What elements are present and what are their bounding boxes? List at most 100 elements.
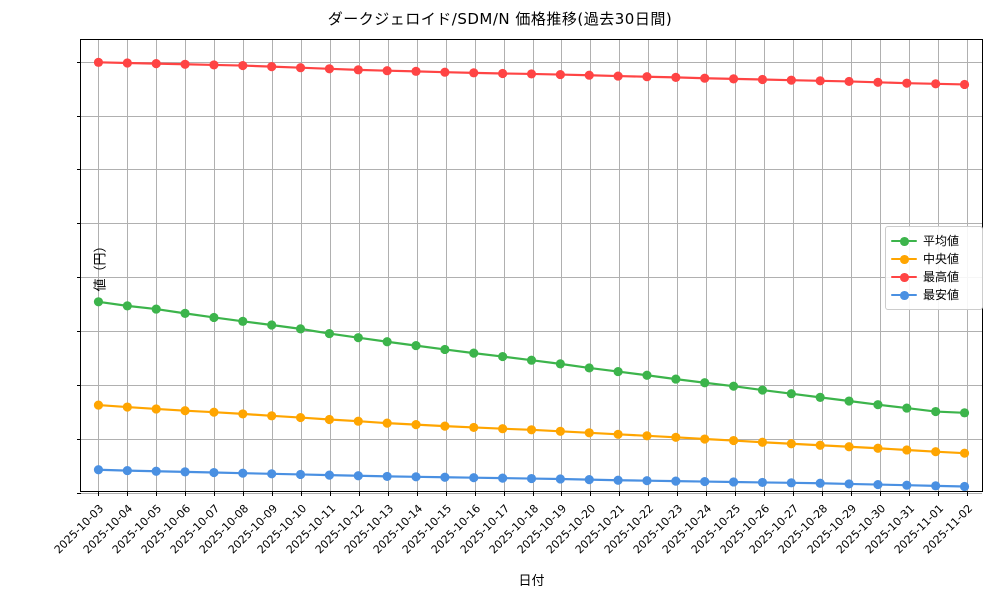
data-point xyxy=(555,474,565,484)
data-point xyxy=(93,465,104,475)
x-gridline xyxy=(561,40,563,491)
y-gridline xyxy=(81,223,982,225)
x-tick-mark xyxy=(532,491,534,496)
y-tick-mark xyxy=(76,277,81,279)
data-point xyxy=(613,475,623,485)
x-gridline xyxy=(792,40,794,491)
legend-item-最高値[interactable]: 最高値 xyxy=(891,268,976,286)
x-gridline xyxy=(706,40,708,491)
data-point xyxy=(440,67,450,77)
x-gridline xyxy=(445,40,447,491)
data-point xyxy=(815,478,825,488)
data-point xyxy=(642,431,652,441)
x-gridline xyxy=(243,40,245,491)
series-layer xyxy=(93,57,970,491)
x-tick-mark xyxy=(937,491,939,496)
data-point xyxy=(122,301,132,311)
y-tick-mark xyxy=(76,61,81,63)
data-point xyxy=(729,477,739,487)
data-point xyxy=(959,481,970,491)
x-tick-mark xyxy=(301,491,303,496)
x-tick-mark xyxy=(648,491,650,496)
x-gridline xyxy=(735,40,737,491)
data-point xyxy=(122,402,132,412)
x-gridline xyxy=(301,40,303,491)
x-tick-mark xyxy=(416,491,418,496)
y-gridline xyxy=(81,115,982,117)
data-point xyxy=(151,59,161,69)
data-point xyxy=(526,355,537,365)
x-tick-mark xyxy=(214,491,216,496)
legend-item-平均値[interactable]: 平均値 xyxy=(891,232,976,250)
data-point xyxy=(902,78,912,88)
data-point xyxy=(382,66,392,76)
x-gridline xyxy=(821,40,823,491)
x-tick-mark xyxy=(445,491,447,496)
data-point xyxy=(757,385,768,395)
data-point xyxy=(671,476,681,486)
data-point xyxy=(757,74,768,85)
x-axis-label: 日付 xyxy=(518,574,545,589)
data-point xyxy=(757,437,768,447)
data-point xyxy=(180,467,190,477)
x-tick-mark xyxy=(127,491,129,496)
x-tick-mark xyxy=(792,491,794,496)
data-point xyxy=(295,412,306,423)
data-point xyxy=(786,478,796,488)
y-gridline xyxy=(81,385,982,387)
data-point xyxy=(440,472,450,482)
data-point xyxy=(902,480,912,490)
data-point xyxy=(353,65,363,75)
data-point xyxy=(642,476,652,486)
x-gridline xyxy=(416,40,418,491)
data-point xyxy=(180,406,190,416)
data-point xyxy=(584,475,594,485)
data-point xyxy=(93,297,104,307)
data-point xyxy=(209,407,219,417)
chart-legend: 平均値 中央値最高値最安値 xyxy=(885,226,983,310)
x-gridline xyxy=(879,40,881,491)
data-point xyxy=(729,74,739,84)
data-point xyxy=(931,406,941,417)
x-gridline xyxy=(648,40,650,491)
data-point xyxy=(151,466,161,476)
data-point xyxy=(469,348,479,358)
series-最高値 xyxy=(93,57,970,90)
data-point xyxy=(700,378,710,388)
x-gridline xyxy=(358,40,360,491)
data-point xyxy=(873,77,883,87)
data-point xyxy=(959,448,970,458)
legend-item-中央値[interactable]: 中央値 xyxy=(891,250,976,268)
legend-label: 最高値 xyxy=(923,270,960,284)
data-point xyxy=(555,69,565,80)
data-point xyxy=(498,68,508,79)
y-gridline xyxy=(81,61,982,63)
x-tick-mark xyxy=(966,491,968,496)
legend-marker-icon xyxy=(891,288,917,302)
data-point xyxy=(411,420,421,430)
data-point xyxy=(122,466,132,476)
plot-area: 値（円） xyxy=(76,39,983,496)
y-tick-mark xyxy=(76,331,81,333)
y-gridline xyxy=(81,277,982,279)
legend-item-最安値[interactable]: 最安値 xyxy=(891,286,976,304)
data-point xyxy=(469,473,479,483)
data-point xyxy=(324,328,334,339)
x-gridline xyxy=(127,40,129,491)
x-gridline xyxy=(185,40,187,491)
data-point xyxy=(469,422,479,433)
data-point xyxy=(671,72,681,82)
x-tick-mark xyxy=(590,491,592,496)
x-gridline xyxy=(590,40,592,491)
data-point xyxy=(295,63,306,73)
y-tick-mark xyxy=(76,115,81,117)
x-gridline xyxy=(329,40,331,491)
data-point xyxy=(526,69,537,79)
x-gridline xyxy=(532,40,534,491)
x-tick-mark xyxy=(474,491,476,496)
legend-label: 最安値 xyxy=(923,288,960,302)
y-axis-label: 値（円） xyxy=(93,239,109,292)
data-point xyxy=(959,408,970,418)
x-tick-mark xyxy=(821,491,823,496)
